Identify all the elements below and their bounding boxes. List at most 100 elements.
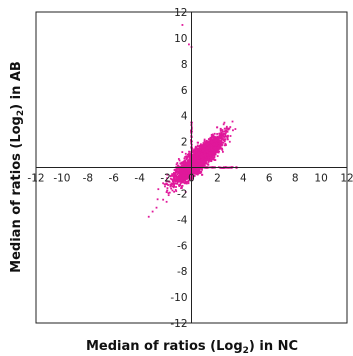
data-point — [204, 161, 207, 164]
data-point — [201, 148, 204, 151]
data-point — [197, 171, 199, 174]
data-point — [187, 159, 189, 162]
data-point — [182, 163, 185, 166]
data-point — [207, 151, 210, 154]
data-point — [184, 161, 187, 164]
data-point — [213, 159, 216, 161]
data-point — [186, 170, 189, 173]
data-point — [213, 151, 216, 154]
data-point — [218, 135, 221, 137]
data-point — [195, 158, 198, 160]
data-point — [188, 178, 191, 181]
data-point — [217, 142, 220, 145]
data-point — [210, 135, 213, 138]
data-point — [216, 133, 219, 135]
data-point — [234, 128, 237, 130]
data-point — [167, 194, 170, 197]
x-tick-label: -12 — [27, 173, 44, 185]
data-point — [222, 141, 225, 144]
data-point — [183, 173, 186, 176]
data-point — [225, 135, 228, 138]
data-point — [220, 131, 223, 134]
data-point — [208, 140, 211, 143]
data-point — [172, 181, 175, 184]
data-point — [198, 145, 201, 148]
data-point — [173, 184, 175, 186]
data-point — [211, 156, 214, 158]
data-point — [184, 159, 187, 162]
data-point — [195, 151, 198, 154]
data-point — [177, 158, 180, 160]
data-point — [223, 130, 226, 133]
data-point — [198, 167, 200, 170]
data-point — [191, 176, 194, 179]
data-point — [204, 145, 207, 148]
data-point — [172, 185, 175, 188]
data-point — [197, 145, 200, 148]
data-point — [173, 179, 176, 182]
data-point — [222, 139, 225, 142]
data-point — [207, 149, 209, 151]
data-point — [221, 130, 224, 133]
x-tick-label: 12 — [340, 173, 353, 185]
data-point — [184, 176, 186, 179]
data-point — [179, 162, 182, 165]
data-point — [188, 155, 190, 158]
data-point — [212, 143, 214, 146]
data-point — [179, 170, 182, 173]
data-point — [181, 176, 183, 178]
data-point — [189, 163, 191, 166]
data-point — [179, 182, 182, 185]
data-point — [210, 159, 213, 161]
data-point — [181, 168, 184, 171]
data-point — [156, 198, 159, 201]
data-point — [212, 144, 215, 147]
data-point — [204, 155, 207, 158]
data-point — [215, 151, 218, 154]
data-point — [172, 179, 175, 182]
data-point — [224, 134, 227, 137]
y-tick-label: -4 — [177, 214, 188, 226]
data-point — [200, 152, 203, 155]
data-point — [166, 173, 169, 176]
data-point — [187, 167, 189, 170]
data-point — [194, 161, 197, 164]
data-point — [213, 149, 216, 152]
data-point — [229, 135, 232, 137]
data-point — [219, 129, 222, 132]
data-point — [167, 184, 169, 186]
y-tick-label: -10 — [170, 292, 187, 304]
data-point — [222, 123, 225, 126]
data-point — [172, 175, 174, 178]
data-point — [191, 170, 194, 173]
data-point — [162, 198, 165, 201]
data-point — [195, 153, 198, 156]
data-point — [173, 176, 175, 179]
data-point — [202, 156, 205, 159]
data-point — [179, 179, 181, 182]
data-point — [221, 133, 224, 136]
data-point — [209, 141, 212, 144]
data-point — [223, 140, 226, 142]
data-point — [220, 142, 223, 145]
data-point — [200, 147, 203, 150]
data-point — [221, 149, 224, 151]
data-point — [164, 185, 166, 188]
data-point — [196, 154, 198, 157]
data-point — [220, 139, 223, 141]
data-point — [175, 179, 178, 182]
data-point — [204, 146, 207, 149]
data-point — [222, 135, 225, 138]
data-point — [186, 177, 189, 180]
data-point — [179, 165, 182, 168]
data-point — [192, 156, 195, 159]
data-point — [219, 145, 222, 147]
data-point — [197, 148, 200, 150]
data-point — [199, 154, 202, 157]
data-point — [181, 169, 184, 172]
data-point — [198, 159, 201, 162]
data-point — [188, 174, 191, 176]
data-point — [185, 161, 188, 164]
data-point — [218, 132, 221, 135]
data-point — [174, 182, 177, 185]
